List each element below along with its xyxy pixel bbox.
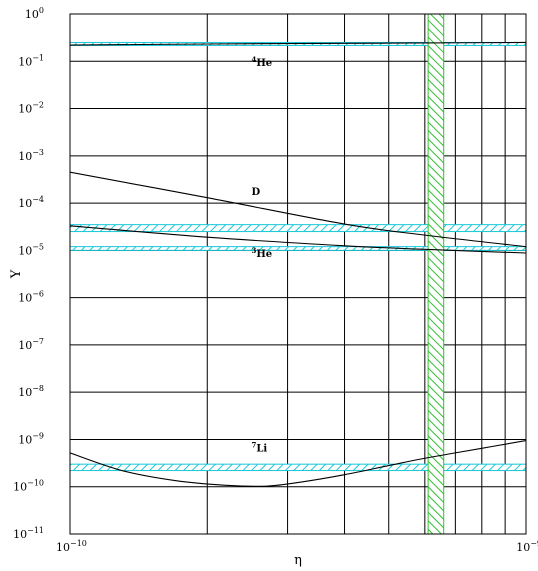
curve-labels: 4He D 3He 7Li: [251, 55, 272, 455]
grid-lines: [70, 14, 526, 534]
y-tick-label: 10−5: [18, 242, 44, 257]
y-tick-label: 100: [25, 6, 44, 21]
y-tick-label: 10−10: [13, 479, 44, 494]
y-tick-label: 10−3: [18, 148, 44, 163]
y-tick-label: 10−6: [18, 290, 44, 305]
y-tick-label: 10−4: [18, 195, 44, 210]
label-7Li: 7Li: [251, 441, 267, 455]
y-tick-label: 10−11: [13, 526, 44, 541]
label-3He: 3He: [251, 246, 272, 260]
y-tick-label: 10−8: [18, 384, 44, 399]
label-4He: 4He: [251, 55, 272, 69]
curve-D: [70, 172, 526, 246]
band-D: [70, 225, 526, 232]
y-tick-label: 10−9: [18, 431, 44, 446]
plot-frame: [70, 14, 526, 534]
band-3He: [70, 247, 526, 251]
y-tick-label: 10−2: [18, 101, 44, 116]
label-D: D: [251, 187, 260, 198]
x-tick-label: 10−10: [56, 539, 87, 554]
x-tick-label: 10−9: [516, 539, 538, 554]
x-axis-title: η: [294, 553, 302, 568]
y-axis-title: Y: [9, 269, 24, 279]
band-7Li: [70, 464, 526, 470]
y-tick-label: 10−7: [18, 337, 44, 352]
abundance-curves: [70, 42, 526, 486]
axis-ticks: 100 10−1 10−2 10−3 10−4 10−5 10−6 10−7 10−8 10−9 1…: [13, 6, 538, 554]
observation-bands: [70, 14, 526, 534]
curve-7Li: [70, 441, 526, 487]
y-tick-label: 10−1: [18, 53, 44, 68]
